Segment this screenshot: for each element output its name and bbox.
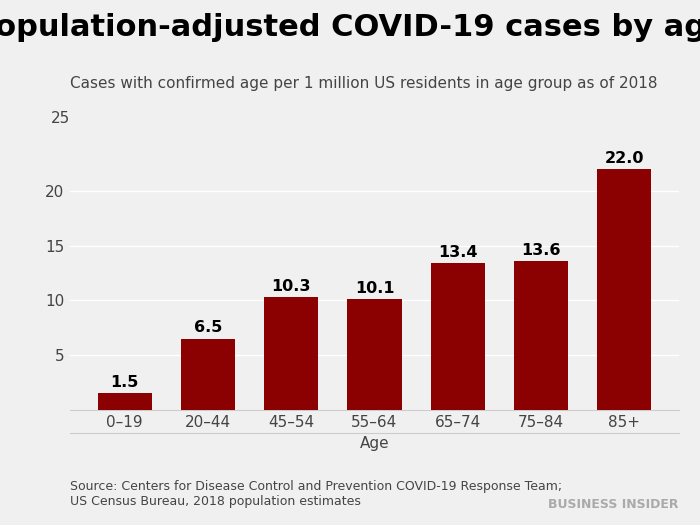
Bar: [347, 299, 402, 410]
Text: 1.5: 1.5: [111, 375, 139, 390]
Text: 10.1: 10.1: [355, 281, 394, 296]
Text: 25: 25: [50, 111, 70, 125]
Bar: [597, 169, 651, 410]
Bar: [181, 339, 235, 410]
Bar: [98, 393, 152, 410]
Text: 13.4: 13.4: [438, 245, 477, 260]
X-axis label: Age: Age: [360, 436, 389, 450]
Text: 13.6: 13.6: [522, 243, 561, 258]
Text: Cases with confirmed age per 1 million US residents in age group as of 2018: Cases with confirmed age per 1 million U…: [70, 76, 657, 91]
Text: Source: Centers for Disease Control and Prevention COVID-19 Response Team;
US Ce: Source: Centers for Disease Control and …: [70, 480, 562, 508]
Bar: [514, 261, 568, 410]
Text: 22.0: 22.0: [605, 151, 644, 166]
Bar: [430, 263, 485, 410]
Text: Population-adjusted COVID-19 cases by age: Population-adjusted COVID-19 cases by ag…: [0, 13, 700, 42]
Bar: [264, 297, 318, 410]
Text: 10.3: 10.3: [272, 279, 311, 294]
Text: BUSINESS INSIDER: BUSINESS INSIDER: [549, 498, 679, 510]
Text: 6.5: 6.5: [194, 320, 222, 335]
